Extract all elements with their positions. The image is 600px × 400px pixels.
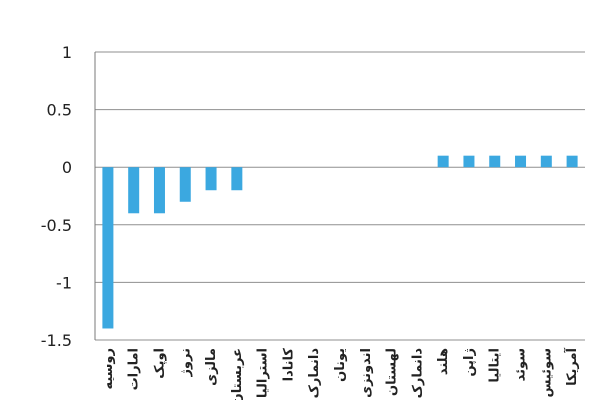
bar bbox=[515, 155, 527, 168]
bar bbox=[205, 167, 217, 191]
y-tick-label: -1.5 bbox=[41, 331, 72, 350]
x-tick-label: هلند bbox=[436, 348, 451, 375]
x-tick-label: اندونزی bbox=[359, 348, 374, 398]
x-tick-label: سوئیس bbox=[539, 348, 554, 398]
bar bbox=[437, 155, 449, 168]
x-tick-label: استرالیا bbox=[256, 348, 271, 398]
x-tick-label: روسیه bbox=[101, 348, 116, 390]
x-tick-label: اوپک bbox=[152, 348, 167, 379]
x-tick-label: ژاپن bbox=[462, 348, 477, 377]
x-tick-label: یونان bbox=[333, 348, 348, 382]
x-tick-label: مالزی bbox=[204, 348, 219, 386]
x-tick-label: ایتالیا bbox=[488, 348, 503, 383]
bar bbox=[566, 155, 578, 168]
x-tick-label: امارات bbox=[127, 348, 142, 390]
y-tick-label: 1 bbox=[62, 43, 72, 62]
bar bbox=[102, 167, 114, 329]
bar bbox=[489, 155, 501, 168]
x-tick-label: عربستان bbox=[230, 348, 245, 400]
x-tick-label: کانادا bbox=[281, 348, 296, 382]
bar bbox=[179, 167, 191, 202]
x-tick-label: لهستان bbox=[385, 348, 400, 396]
y-tick-label: 0.5 bbox=[47, 101, 72, 120]
x-tick-label: دانمارک bbox=[307, 348, 322, 399]
y-tick-label: 0 bbox=[62, 158, 72, 177]
y-tick-label: -1 bbox=[56, 273, 72, 292]
bar bbox=[128, 167, 140, 214]
bar bbox=[540, 155, 552, 168]
x-tick-label: آمریکا bbox=[563, 347, 580, 385]
x-tick-label: نروژ bbox=[178, 348, 193, 378]
bar bbox=[231, 167, 243, 191]
x-tick-label: سوئد bbox=[514, 348, 529, 381]
y-tick-label: -0.5 bbox=[41, 216, 72, 235]
bar bbox=[463, 155, 475, 168]
bar bbox=[153, 167, 165, 214]
x-tick-label: دانمارک bbox=[410, 348, 425, 399]
